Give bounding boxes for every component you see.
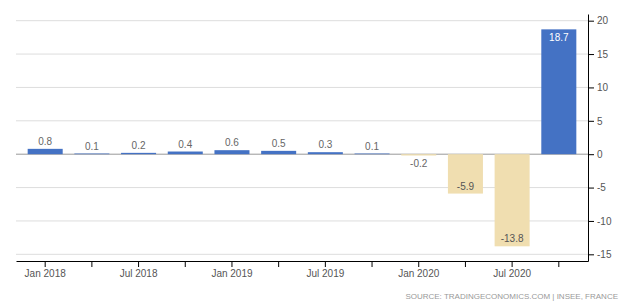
x-tick-mark [512,261,513,267]
x-tick-mark [465,261,466,267]
data-label: 0.5 [272,138,286,149]
x-tick [278,261,279,267]
bar [121,153,156,154]
y-axis-line [588,15,589,262]
bar [28,149,63,154]
y-tick-mark [588,254,594,255]
y-tick: -10 [588,216,612,227]
x-tick-mark [278,261,279,267]
bar [448,154,483,193]
y-tick: -15 [588,249,612,260]
x-tick-mark [418,261,419,267]
y-tick: 10 [588,82,609,93]
y-tick-mark [588,221,594,222]
x-tick [372,261,373,267]
bar [401,154,436,155]
x-tick: Jul 2018 [120,261,158,279]
x-tick [465,261,466,267]
x-tick [558,261,559,267]
data-label: 18.7 [549,32,569,43]
x-tick-mark [372,261,373,267]
data-label: 0.4 [178,139,192,150]
x-tick [185,261,186,267]
bar [74,153,109,155]
bar [308,152,343,154]
y-tick-mark [588,154,594,155]
y-tick: 20 [588,15,609,26]
y-tick-label: 20 [597,15,609,26]
x-tick: Jul 2020 [493,261,531,279]
bars [28,29,577,246]
grid [16,21,588,255]
grid-line [16,120,588,121]
bar [261,151,296,154]
x-tick-label: Jan 2018 [25,268,67,279]
data-label: -13.8 [501,233,524,244]
y-axis: -15 -10 -5 0 5 10 15 20 [588,15,612,262]
x-tick [91,261,92,267]
y-tick: 5 [588,116,603,127]
x-tick-label: Jan 2020 [398,268,440,279]
grid-line [16,87,588,88]
bar [355,153,390,155]
data-label: 0.8 [38,136,52,147]
x-tick-label: Jul 2018 [120,268,158,279]
grid-line [16,54,588,55]
source-note: SOURCE: TRADINGECONOMICS.COM | INSEE, FR… [405,292,618,301]
x-axis: Jan 2018 Jul 2018 Jan 2019 Jul 2019 Jan 2020… [17,261,589,279]
x-tick-mark [45,261,46,267]
data-label: 0.6 [225,137,239,148]
y-tick-mark [588,21,594,22]
y-tick-label: -5 [597,182,606,193]
x-tick-label: Jul 2019 [306,268,344,279]
y-tick: -5 [588,182,606,193]
grid-line [16,20,588,21]
data-label: 0.2 [132,140,146,151]
x-tick: Jan 2018 [25,261,67,279]
x-tick-mark [185,261,186,267]
y-tick-label: 0 [597,149,603,160]
y-tick-mark [588,87,594,88]
bar [495,154,530,246]
grid-line [16,254,588,255]
x-tick-label: Jul 2020 [493,268,531,279]
x-tick-mark [325,261,326,267]
x-tick-mark [138,261,139,267]
y-tick-label: -10 [597,216,612,227]
x-tick-mark [558,261,559,267]
bar [168,152,203,155]
x-tick-mark [231,261,232,267]
plot: 0.8 0.1 0.2 0.4 0.6 0.5 0.3 0.1 -0.2 -5.9 -13.8 18.… [16,15,612,280]
bar [541,29,576,154]
y-tick-label: 10 [597,82,609,93]
x-tick: Jan 2020 [398,261,440,279]
x-axis-line [17,261,589,262]
x-tick-mark [91,261,92,267]
y-tick: 15 [588,49,609,60]
data-label: 0.1 [365,141,379,152]
data-label: 0.1 [85,141,99,152]
y-tick-mark [588,121,594,122]
x-tick: Jan 2019 [211,261,253,279]
data-label: -0.2 [410,158,428,169]
y-tick-mark [588,188,594,189]
y-tick-mark [588,54,594,55]
y-tick-label: 15 [597,49,609,60]
chart: 0.8 0.1 0.2 0.4 0.6 0.5 0.3 0.1 -0.2 -5.9 -13.8 18.… [0,0,628,305]
x-tick-label: Jan 2019 [211,268,253,279]
y-tick: 0 [588,149,603,160]
y-tick-label: -15 [597,249,612,260]
data-labels: 0.8 0.1 0.2 0.4 0.6 0.5 0.3 0.1 -0.2 -5.9 -13.8 18.… [38,32,569,245]
y-tick-label: 5 [597,116,603,127]
data-label: 0.3 [318,139,332,150]
x-tick: Jul 2019 [306,261,344,279]
data-label: -5.9 [457,181,475,192]
bar [214,150,249,154]
